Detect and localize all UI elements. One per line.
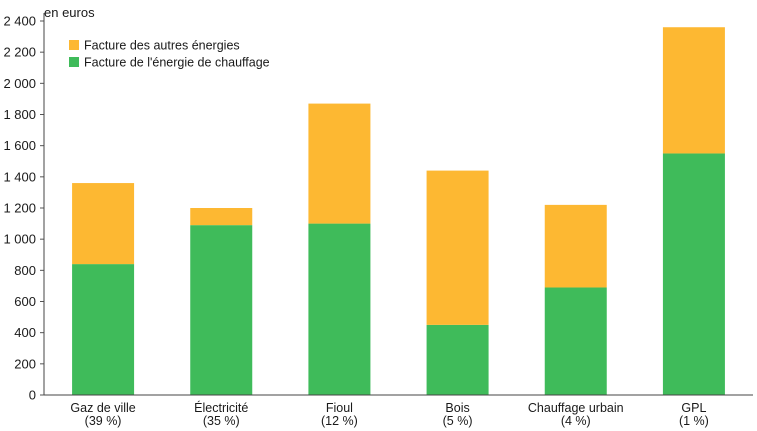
y-tick-label: 2 200	[3, 45, 36, 60]
y-tick-label: 2 000	[3, 76, 36, 91]
y-tick-label: 2 400	[3, 14, 36, 29]
x-category-label: Fioul	[326, 401, 353, 415]
y-tick-label: 1 000	[3, 232, 36, 247]
y-tick-label: 400	[14, 325, 36, 340]
x-category-sublabel: (12 %)	[321, 414, 358, 428]
y-tick-label: 1 200	[3, 201, 36, 216]
y-tick-label: 1 600	[3, 138, 36, 153]
bar-segment-autres	[426, 170, 489, 325]
x-category-label: GPL	[681, 401, 706, 415]
y-tick-label: 1 800	[3, 107, 36, 122]
bar-segment-autres	[662, 27, 725, 154]
y-axis-ticks: 0 200 400 600 800 1 000 1 200 1 400 1 600 1 800 2 …	[3, 14, 44, 403]
bar-segment-chauffage	[426, 324, 489, 395]
legend-label-autres: Facture des autres énergies	[84, 39, 240, 53]
x-category-sublabel: (35 %)	[203, 414, 240, 428]
x-category-sublabel: (1 %)	[679, 414, 709, 428]
bars	[72, 27, 725, 395]
x-category-label: Chauffage urbain	[528, 401, 624, 415]
bar-segment-chauffage	[72, 264, 135, 395]
bar-segment-chauffage	[308, 223, 371, 395]
y-tick-label: 600	[14, 294, 36, 309]
x-category-sublabel: (5 %)	[443, 414, 473, 428]
x-category-label: Gaz de ville	[70, 401, 135, 415]
x-category-label: Bois	[445, 401, 469, 415]
bar-segment-chauffage	[190, 225, 253, 395]
y-tick-label: 0	[29, 388, 36, 403]
category-labels: Gaz de ville(39 %) Électricité(35 %) Fioul…	[70, 400, 708, 428]
y-axis-unit-label: en euros	[44, 5, 95, 20]
bar-segment-autres	[308, 103, 371, 224]
bar-segment-autres	[544, 204, 607, 288]
legend-swatch-autres	[69, 40, 79, 50]
legend-swatch-chauffage	[69, 57, 79, 67]
y-tick-label: 200	[14, 356, 36, 371]
y-tick-label: 1 400	[3, 169, 36, 184]
bar-segment-chauffage	[544, 287, 607, 395]
y-tick-label: 800	[14, 263, 36, 278]
bar-segment-autres	[190, 208, 253, 226]
x-category-sublabel: (4 %)	[561, 414, 591, 428]
bar-segment-chauffage	[662, 153, 725, 395]
axes	[43, 13, 753, 396]
bar-segment-autres	[72, 183, 135, 265]
x-category-sublabel: (39 %)	[85, 414, 122, 428]
legend-label-chauffage: Facture de l'énergie de chauffage	[84, 56, 270, 70]
legend: Facture des autres énergies Facture de l…	[69, 39, 270, 70]
x-category-label: Électricité	[194, 400, 248, 415]
